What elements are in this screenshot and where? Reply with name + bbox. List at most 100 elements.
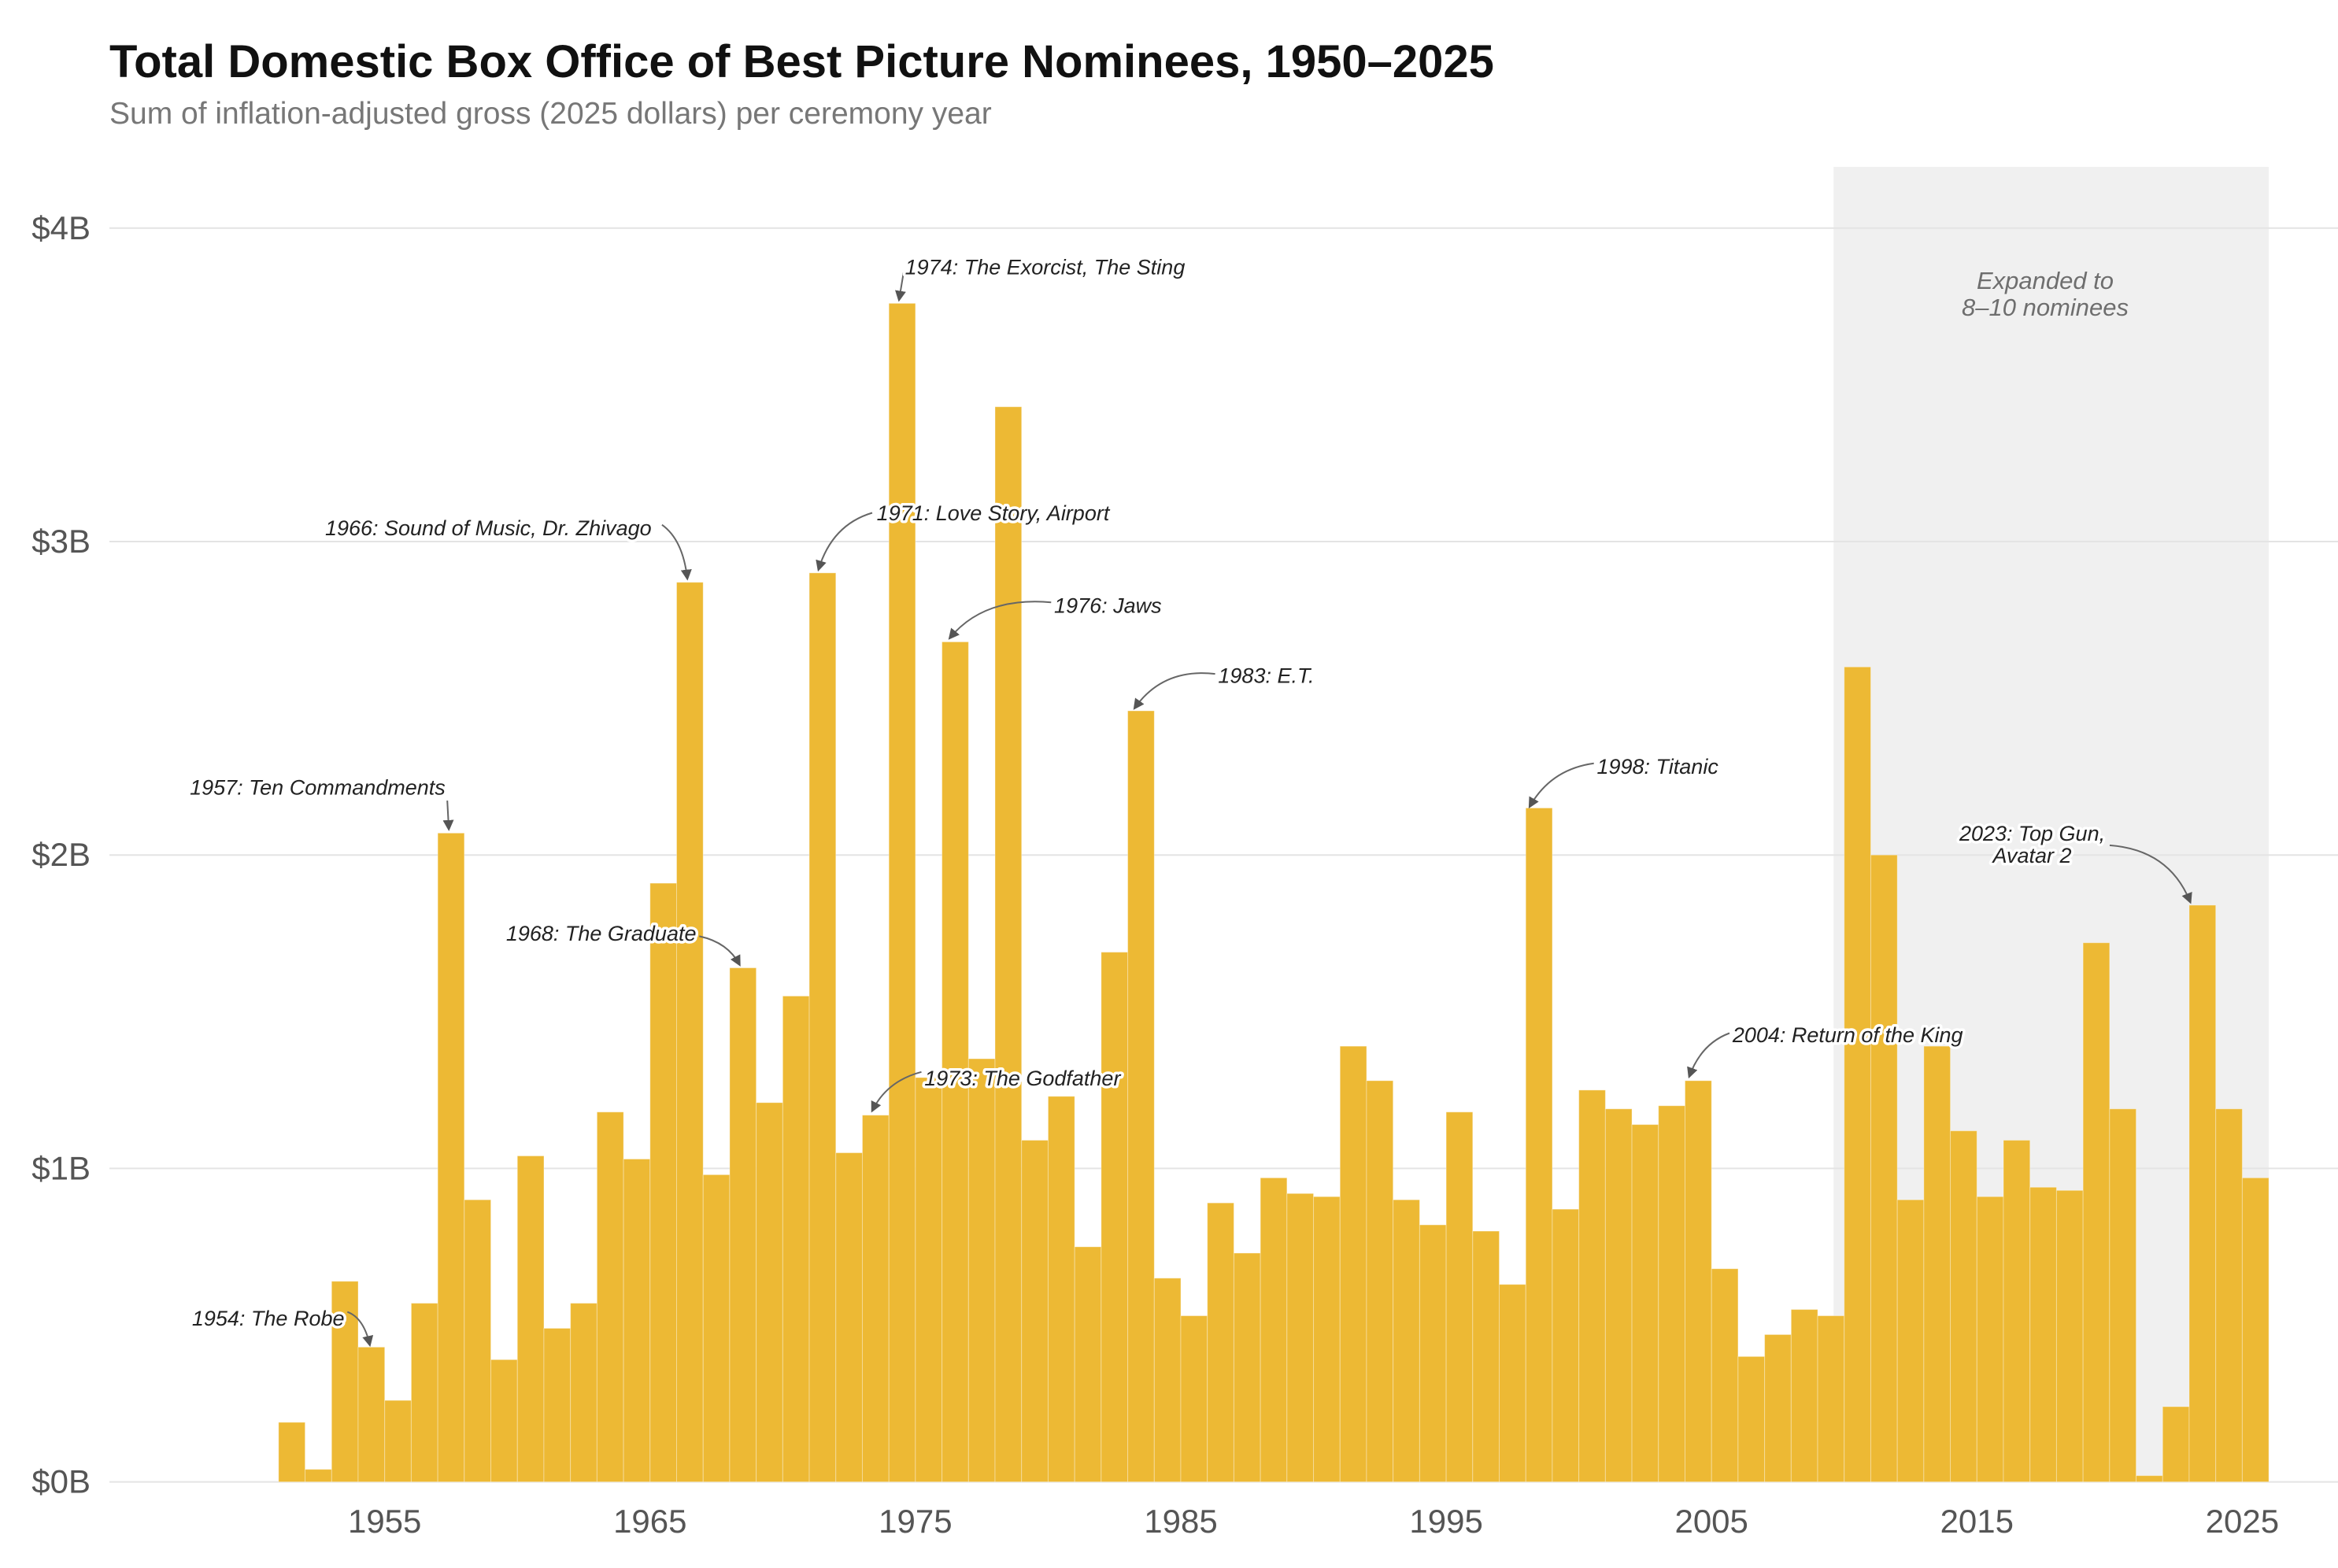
bar-1956 xyxy=(410,1303,438,1483)
annotation-arrow xyxy=(895,272,906,302)
annotation-label-2023: Avatar 2 xyxy=(1991,844,2071,867)
x-axis: 1955 1965 1975 1985 1995 2005 2015 2025 xyxy=(348,1503,2279,1540)
annotation-arrow xyxy=(1133,672,1215,710)
bar-1954 xyxy=(357,1346,386,1483)
highlight-label: 8–10 nominees xyxy=(1962,294,2129,321)
annotation-arrow xyxy=(2109,844,2192,904)
bar-1963 xyxy=(596,1111,624,1483)
annotation-label-1973: 1973: The Godfather xyxy=(924,1067,1121,1090)
x-tick-label: 1955 xyxy=(348,1503,421,1540)
annotation-arrow xyxy=(442,801,454,831)
bar-2012 xyxy=(1896,1199,1925,1483)
bar-2013 xyxy=(1923,1045,1951,1483)
bar-2018 xyxy=(2055,1189,2084,1483)
bar-2019 xyxy=(2082,942,2110,1483)
bar-2004 xyxy=(1684,1080,1712,1483)
x-tick-label: 2005 xyxy=(1674,1503,1748,1540)
bar-1972 xyxy=(835,1152,863,1483)
bar-1991 xyxy=(1339,1045,1367,1483)
bar-1969 xyxy=(756,1102,783,1483)
bar-1998 xyxy=(1525,807,1553,1483)
bar-1989 xyxy=(1286,1193,1315,1483)
annotation-label-1957: 1957: Ten Commandments xyxy=(190,776,446,800)
annotation-label-2023: 2023: Top Gun, xyxy=(1959,822,2105,845)
bar-2007 xyxy=(1764,1333,1792,1483)
bar-1981 xyxy=(1074,1246,1102,1483)
bar-2015 xyxy=(1976,1196,2004,1483)
bar-2005 xyxy=(1711,1268,1739,1483)
annotation-arrow xyxy=(699,935,741,967)
bar-2000 xyxy=(1578,1089,1606,1483)
bar-1965 xyxy=(649,882,678,1483)
bar-1973 xyxy=(861,1115,890,1483)
annotation-arrow xyxy=(948,601,1052,640)
bar-1990 xyxy=(1313,1196,1341,1483)
bar-1997 xyxy=(1499,1284,1526,1483)
bar-1971 xyxy=(808,572,837,1483)
annotation-label-1998: 1998: Titanic xyxy=(1596,755,1718,778)
bar-1958 xyxy=(464,1199,492,1483)
bar-1992 xyxy=(1366,1080,1394,1483)
bar-1975 xyxy=(915,1077,943,1483)
y-tick-label: $3B xyxy=(31,523,91,560)
annotation-arrow xyxy=(1528,762,1594,809)
bar-1988 xyxy=(1260,1177,1288,1483)
bar-1970 xyxy=(782,995,810,1483)
bar-1995 xyxy=(1445,1111,1474,1483)
y-tick-label: $2B xyxy=(31,836,91,873)
bar-1983 xyxy=(1127,710,1155,1483)
bar-1999 xyxy=(1552,1208,1580,1483)
bar-1985 xyxy=(1180,1315,1208,1483)
bar-2003 xyxy=(1658,1105,1685,1483)
bar-2021 xyxy=(2136,1475,2163,1483)
bar-1957 xyxy=(437,832,465,1483)
annotation-arrow xyxy=(661,523,692,581)
annotation-label-1954: 1954: The Robe xyxy=(192,1307,345,1330)
bar-1978 xyxy=(994,406,1023,1483)
x-tick-label: 2015 xyxy=(1940,1503,2014,1540)
bar-1979 xyxy=(1021,1140,1049,1483)
annotations: 1954: The Robe 1957: Ten Commandments 1966… xyxy=(187,253,2192,1348)
annotation-label-1971: 1971: Love Story, Airport xyxy=(877,501,1111,525)
bar-1955 xyxy=(384,1400,412,1483)
bar-1976 xyxy=(941,641,969,1483)
y-axis: $0B $1B $2B $3B $4B xyxy=(31,209,91,1500)
bar-1986 xyxy=(1207,1202,1234,1483)
bar-1977 xyxy=(967,1058,996,1483)
x-tick-label: 1965 xyxy=(613,1503,686,1540)
bar-2020 xyxy=(2109,1108,2137,1483)
bar-1968 xyxy=(729,967,757,1483)
bar-1994 xyxy=(1419,1224,1447,1483)
bar-2022 xyxy=(2162,1406,2190,1483)
bar-1964 xyxy=(623,1158,651,1483)
bar-1951 xyxy=(278,1422,306,1483)
chart-subtitle: Sum of inflation-adjusted gross (2025 do… xyxy=(109,97,992,131)
bar-2014 xyxy=(1950,1130,1977,1483)
annotation-label-1983: 1983: E.T. xyxy=(1218,664,1314,687)
x-tick-label: 1985 xyxy=(1144,1503,1217,1540)
chart-title: Total Domestic Box Office of Best Pictur… xyxy=(109,36,1494,87)
bar-2008 xyxy=(1790,1309,1818,1483)
bar-2001 xyxy=(1604,1108,1633,1483)
bars xyxy=(278,302,2270,1483)
bar-1996 xyxy=(1472,1230,1500,1483)
bar-2024 xyxy=(2215,1108,2243,1483)
annotation-arrow xyxy=(871,1071,922,1113)
bar-2011 xyxy=(1870,854,1898,1483)
x-tick-label: 2025 xyxy=(2206,1503,2279,1540)
annotation-label-1976: 1976: Jaws xyxy=(1054,594,1162,617)
annotation-label-1968: 1968: The Graduate xyxy=(506,922,697,945)
bar-2025 xyxy=(2241,1177,2270,1483)
annotation-label-1966: 1966: Sound of Music, Dr. Zhivago xyxy=(325,516,652,540)
annotation-arrow xyxy=(346,1311,374,1348)
x-tick-label: 1995 xyxy=(1409,1503,1482,1540)
bar-1967 xyxy=(702,1174,731,1483)
bar-1961 xyxy=(543,1327,572,1483)
bar-1984 xyxy=(1153,1278,1182,1483)
annotation-arrow xyxy=(1687,1032,1730,1079)
bar-1974 xyxy=(888,302,916,1483)
bar-1962 xyxy=(570,1303,597,1483)
y-tick-label: $0B xyxy=(31,1463,91,1500)
bar-2006 xyxy=(1737,1355,1766,1483)
